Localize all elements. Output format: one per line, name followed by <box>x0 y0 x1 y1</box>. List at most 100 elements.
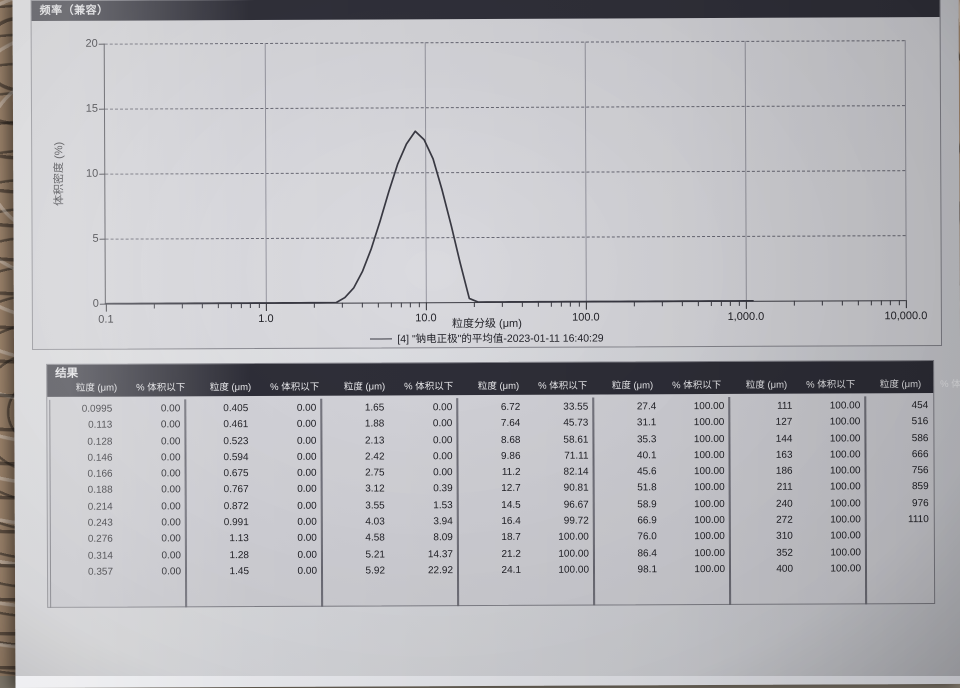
cell-particle-size: 24.1 <box>459 563 521 580</box>
cell-percent-under: 0.00 <box>112 418 184 435</box>
cell-percent-under: 100.00 <box>521 563 593 580</box>
header-percent-under: % 体积以下 <box>787 378 859 392</box>
cell-particle-size: 186 <box>731 464 793 481</box>
cell-particle-size: 0.166 <box>51 467 113 484</box>
x-tick-minor <box>342 303 343 308</box>
cell-particle-size: 0.405 <box>186 401 248 418</box>
cell-particle-size: 310 <box>731 529 793 546</box>
cell-percent-under: 0.00 <box>113 548 185 565</box>
cell-particle-size: 144 <box>730 431 792 448</box>
x-tick-minor <box>410 302 411 307</box>
column-header-group: 粒度 (μm)% 体积以下 <box>55 381 189 396</box>
cell-particle-size: 400 <box>731 562 793 579</box>
header-percent-under: % 体积以下 <box>519 380 591 394</box>
y-tick-label: 20 <box>85 38 97 50</box>
cell-particle-size: 5.21 <box>323 547 385 564</box>
cell-percent-under: 0.00 <box>112 401 184 418</box>
cell-percent-under: 0.00 <box>248 417 320 434</box>
cell-particle-size: 12.7 <box>459 481 521 498</box>
cell-particle-size: 8.68 <box>458 432 520 449</box>
header-particle-size: 粒度 (μm) <box>55 382 117 396</box>
cell-particle-size: 35.3 <box>594 432 656 449</box>
cell-particle-size: 0.767 <box>187 483 249 500</box>
y-tick-label: 15 <box>86 103 98 115</box>
cell-particle-size: 0.214 <box>51 499 113 516</box>
cell-particle-size: 111 <box>730 399 792 416</box>
x-tick-minor <box>890 300 891 305</box>
cell-particle-size: 1.88 <box>322 417 384 434</box>
x-tick-minor <box>899 300 900 305</box>
cell-particle-size: 0.314 <box>51 548 113 565</box>
x-tick-major <box>746 301 747 309</box>
header-percent-under: % 体积以下 <box>251 381 323 395</box>
cell-percent-under: 100.00 <box>656 415 728 432</box>
cell-percent-under: 100.00 <box>929 496 960 513</box>
cell-particle-size: 0.276 <box>51 532 113 549</box>
x-tick-minor <box>794 301 795 306</box>
cell-percent-under: 0.00 <box>249 482 321 499</box>
cell-percent-under: 3.94 <box>385 514 457 531</box>
cell-percent-under: 100.00 <box>793 496 865 513</box>
cell-particle-size: 58.9 <box>595 497 657 514</box>
cell-percent-under: 0.00 <box>384 416 456 433</box>
cell-percent-under: 1.53 <box>385 498 457 515</box>
cell-percent-under: 100.00 <box>929 512 960 529</box>
column-header-group: 粒度 (μm)% 体积以下 <box>859 378 960 393</box>
table-row: 756100.00 <box>867 463 960 480</box>
cell-percent-under: 0.00 <box>112 450 184 467</box>
cell-particle-size: 0.243 <box>51 516 113 533</box>
cell-percent-under: 100.00 <box>793 512 865 529</box>
cell-percent-under: 22.92 <box>385 563 457 580</box>
x-tick-minor <box>419 302 420 307</box>
cell-particle-size: 27.4 <box>594 399 656 416</box>
frequency-chart-panel: 频率（兼容） 体积密度 (%) 20 15 10 5 0 <box>31 0 943 350</box>
cell-particle-size: 5.92 <box>323 563 385 580</box>
cell-percent-under: 0.00 <box>384 400 456 417</box>
cell-percent-under: 0.00 <box>249 531 321 548</box>
cell-percent-under: 0.00 <box>113 499 185 516</box>
cell-percent-under: 100.00 <box>793 480 865 497</box>
column-header-group: 粒度 (μm)% 体积以下 <box>189 381 323 396</box>
cell-particle-size: 3.12 <box>323 482 385 499</box>
cell-particle-size: 4.03 <box>323 515 385 532</box>
header-particle-size: 粒度 (μm) <box>591 379 653 393</box>
cell-particle-size: 859 <box>867 480 929 497</box>
cell-percent-under: 0.00 <box>113 564 185 581</box>
cell-particle-size: 16.4 <box>459 514 521 531</box>
cell-particle-size: 756 <box>867 463 929 480</box>
cell-particle-size: 6.72 <box>458 400 520 417</box>
cell-particle-size: 0.113 <box>50 418 112 435</box>
legend-label: [4] "钠电正极"的平均值-2023-01-11 16:40:29 <box>397 332 603 345</box>
cell-particle-size: 45.6 <box>595 464 657 481</box>
cell-percent-under: 0.00 <box>249 466 321 483</box>
cell-particle-size: 0.523 <box>186 434 248 451</box>
cell-percent-under: 100.00 <box>792 447 864 464</box>
cell-percent-under: 100.00 <box>792 431 864 448</box>
x-tick-minor <box>390 302 391 307</box>
cell-particle-size: 3.55 <box>323 498 385 515</box>
cell-particle-size: 1.45 <box>187 564 249 581</box>
